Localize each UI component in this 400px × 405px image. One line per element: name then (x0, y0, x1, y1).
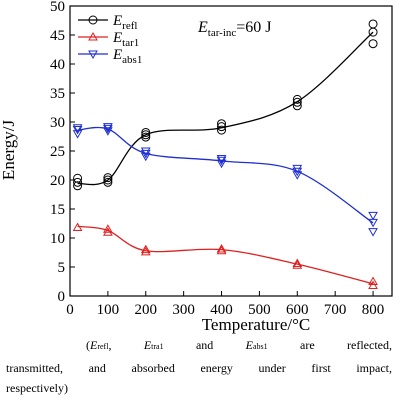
curve-refl (77, 31, 374, 186)
y-tick-label: 40 (50, 57, 65, 73)
point-abs1 (216, 155, 227, 164)
point-abs1 (368, 228, 378, 237)
point-refl (292, 97, 302, 107)
point-tar1 (103, 227, 113, 236)
legend-marker-refl (88, 15, 98, 25)
point-refl (141, 130, 151, 140)
point-refl (103, 177, 113, 187)
point-refl (292, 94, 302, 104)
legend-symbol-refl: E (112, 13, 122, 29)
legend-symbol-tar1: E (112, 30, 122, 46)
point-abs1 (103, 127, 113, 136)
caption-line-3: respectively) (6, 381, 68, 395)
legend-subscript-refl: refl (122, 20, 137, 32)
point-refl (217, 125, 227, 135)
x-tick-label: 700 (324, 302, 347, 318)
energy-temperature-chart: 0 100 200 300 400 500 600 700 800 0 5 10 15 20 25 30 35 4… (0, 0, 393, 334)
point-abs1 (72, 126, 83, 135)
point-abs1 (368, 211, 378, 221)
x-tick-label: 300 (172, 302, 195, 318)
x-tick-label: 500 (248, 302, 271, 318)
legend-label-tar1: Etar1 (112, 30, 139, 49)
legend-marker-tar1 (88, 31, 98, 41)
point-abs1 (292, 164, 303, 174)
point-tar1 (216, 245, 227, 255)
legend-label-abs1: Eabs1 (112, 47, 142, 66)
caption-line-2: transmitted, and absorbed energy under f… (6, 360, 392, 375)
point-tar1 (216, 244, 227, 253)
legend-subscript-tar1: tar1 (122, 37, 139, 49)
y-tick-label: 30 (50, 115, 65, 131)
point-refl (73, 177, 83, 187)
point-tar1 (368, 280, 378, 290)
point-refl (217, 119, 227, 129)
y-tick-label: 45 (50, 28, 65, 44)
legend-subscript-abs1: abs1 (122, 54, 142, 66)
point-abs1 (216, 159, 227, 169)
point-abs1 (140, 152, 151, 162)
legend-marker-abs1 (88, 50, 98, 60)
point-tar1 (72, 222, 83, 232)
point-tar1 (368, 276, 378, 285)
point-refl (73, 173, 83, 183)
caption-line-1: (Erefl, Etra1 and Eabs1 are reflected, (86, 338, 392, 352)
point-abs1 (103, 123, 113, 132)
x-tick-label: 100 (97, 302, 120, 318)
point-refl (103, 175, 113, 185)
point-abs1 (140, 149, 151, 159)
y-tick-label: 20 (50, 173, 65, 189)
point-tar1 (292, 260, 303, 269)
axes: 0 100 200 300 400 500 600 700 800 0 5 10 15 20 25 30 35 4… (50, 0, 393, 318)
point-abs1 (292, 167, 303, 177)
y-tick-label: 5 (58, 260, 66, 276)
point-refl (292, 101, 302, 111)
legend-symbol-abs1: E (112, 47, 122, 63)
annotation-symbol: E (197, 19, 208, 36)
point-refl (368, 19, 378, 29)
curve-tar1 (77, 225, 374, 285)
curve-abs1 (77, 126, 374, 224)
x-tick-label: 600 (286, 302, 309, 318)
point-abs1 (103, 124, 113, 134)
y-tick-label: 10 (50, 231, 65, 247)
data-markers (72, 19, 378, 290)
point-refl (103, 173, 113, 183)
point-refl (141, 132, 151, 142)
point-abs1 (72, 130, 83, 139)
y-tick-label: 0 (58, 289, 66, 305)
y-tick-label: 25 (50, 144, 65, 160)
figure-caption: (Erefl, Etra1 and Eabs1 are reflected, t… (6, 335, 392, 399)
y-tick-label: 15 (50, 202, 65, 218)
x-tick-label: 0 (66, 302, 74, 318)
point-refl (217, 122, 227, 132)
y-tick-label: 50 (50, 0, 65, 15)
point-abs1 (216, 156, 227, 166)
point-refl (368, 39, 378, 49)
annotation-subscript: tar-inc (208, 27, 237, 39)
point-abs1 (140, 147, 151, 157)
point-tar1 (103, 224, 113, 233)
point-tar1 (140, 246, 151, 256)
x-tick-label: 200 (135, 302, 158, 318)
x-tick-label: 400 (210, 302, 233, 318)
point-abs1 (72, 124, 83, 133)
annotation-value: =60 J (236, 19, 271, 36)
point-tar1 (292, 258, 303, 268)
legend-label-refl: Erefl (112, 13, 137, 32)
point-refl (141, 127, 151, 137)
impact-energy-annotation: Etar-inc=60 J (197, 19, 272, 39)
x-tick-label: 800 (362, 302, 385, 318)
y-tick-label: 35 (50, 86, 65, 102)
x-axis-label: Temperature/°C (202, 315, 311, 334)
point-tar1 (140, 244, 151, 254)
y-axis-label: Energy/J (0, 120, 18, 181)
